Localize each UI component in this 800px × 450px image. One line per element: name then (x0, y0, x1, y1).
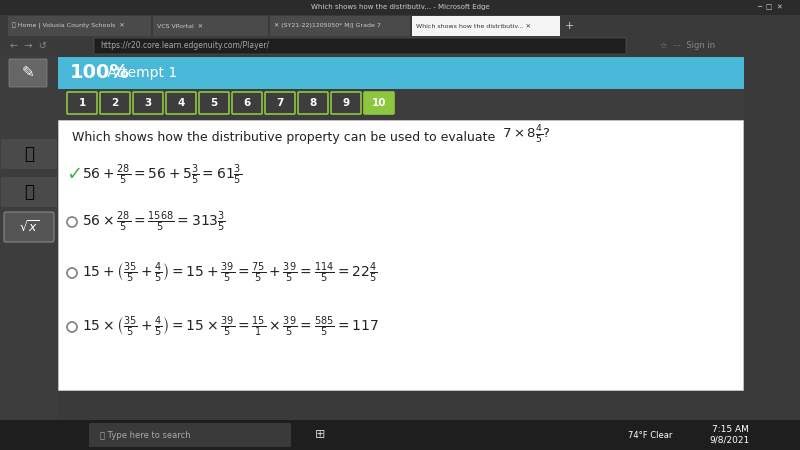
Text: 1: 1 (78, 98, 86, 108)
FancyBboxPatch shape (331, 92, 361, 114)
FancyBboxPatch shape (94, 38, 626, 54)
Text: ✕ (SY21-22)1205050* M/J Grade 7: ✕ (SY21-22)1205050* M/J Grade 7 (274, 23, 381, 28)
Text: 10: 10 (372, 98, 386, 108)
Text: ✎: ✎ (22, 66, 34, 81)
Text: 🎧: 🎧 (24, 145, 34, 163)
Text: 100%: 100% (70, 63, 130, 82)
Text: 7: 7 (276, 98, 284, 108)
FancyBboxPatch shape (8, 16, 151, 36)
FancyBboxPatch shape (0, 420, 800, 450)
Text: Which shows how the distributive property can be used to evaluate: Which shows how the distributive propert… (72, 131, 499, 144)
FancyBboxPatch shape (153, 16, 268, 36)
FancyBboxPatch shape (270, 16, 410, 36)
FancyBboxPatch shape (0, 15, 800, 37)
FancyBboxPatch shape (412, 16, 560, 36)
Text: $56\times\frac{28}{5}=\frac{1568}{5}=313\frac{3}{5}$: $56\times\frac{28}{5}=\frac{1568}{5}=313… (82, 210, 226, 234)
FancyBboxPatch shape (265, 92, 295, 114)
FancyBboxPatch shape (133, 92, 163, 114)
Text: ☆  ⋯  Sign in: ☆ ⋯ Sign in (660, 41, 715, 50)
Text: 4: 4 (178, 98, 185, 108)
FancyBboxPatch shape (199, 92, 229, 114)
FancyBboxPatch shape (166, 92, 196, 114)
FancyBboxPatch shape (58, 120, 743, 390)
FancyBboxPatch shape (1, 177, 57, 207)
Text: $56+\frac{28}{5}=56+5\frac{3}{5}=61\frac{3}{5}$: $56+\frac{28}{5}=56+5\frac{3}{5}=61\frac… (82, 163, 242, 187)
Text: 🔍 Type here to search: 🔍 Type here to search (100, 431, 190, 440)
Text: 9/8/2021: 9/8/2021 (710, 436, 750, 445)
Text: ✓: ✓ (66, 166, 82, 184)
Text: https://r20.core.learn.edgenuity.com/Player/: https://r20.core.learn.edgenuity.com/Pla… (100, 41, 269, 50)
FancyBboxPatch shape (9, 59, 47, 87)
Text: ←  →  ↺: ← → ↺ (10, 41, 47, 51)
FancyBboxPatch shape (0, 55, 800, 420)
Text: 🧮: 🧮 (24, 183, 34, 201)
FancyBboxPatch shape (364, 92, 394, 114)
Text: 9: 9 (342, 98, 350, 108)
FancyBboxPatch shape (0, 0, 800, 15)
Text: 8: 8 (310, 98, 317, 108)
Text: 6: 6 (243, 98, 250, 108)
Text: ⊞: ⊞ (314, 428, 326, 441)
Text: 5: 5 (210, 98, 218, 108)
Text: Attempt 1: Attempt 1 (103, 66, 178, 80)
FancyBboxPatch shape (0, 55, 58, 420)
Text: +: + (565, 21, 574, 31)
Text: 74°F Clear: 74°F Clear (628, 431, 672, 440)
FancyBboxPatch shape (1, 139, 57, 169)
Text: $15+\left(\frac{35}{5}+\frac{4}{5}\right)=15+\frac{39}{5}=\frac{75}{5}+\frac{39}: $15+\left(\frac{35}{5}+\frac{4}{5}\right… (82, 261, 377, 285)
Text: $15\times\left(\frac{35}{5}+\frac{4}{5}\right)=15\times\frac{39}{5}=\frac{15}{1}: $15\times\left(\frac{35}{5}+\frac{4}{5}\… (82, 315, 378, 339)
Text: Which shows how the distributiv... - Microsoft Edge: Which shows how the distributiv... - Mic… (310, 4, 490, 10)
Text: $\sqrt{x}$: $\sqrt{x}$ (18, 220, 39, 234)
Text: 2: 2 (111, 98, 118, 108)
FancyBboxPatch shape (89, 423, 291, 447)
Text: $7\times8\frac{4}{5}$?: $7\times8\frac{4}{5}$? (502, 124, 550, 146)
Text: ─  □  ✕: ─ □ ✕ (757, 4, 783, 10)
FancyBboxPatch shape (0, 37, 800, 55)
FancyBboxPatch shape (100, 92, 130, 114)
FancyBboxPatch shape (4, 212, 54, 242)
FancyBboxPatch shape (67, 92, 97, 114)
FancyBboxPatch shape (298, 92, 328, 114)
FancyBboxPatch shape (58, 57, 744, 89)
Text: Which shows how the distributiv... ✕: Which shows how the distributiv... ✕ (416, 23, 531, 28)
Text: 7:15 AM: 7:15 AM (711, 426, 749, 435)
FancyBboxPatch shape (232, 92, 262, 114)
Text: VCS VPortal  ✕: VCS VPortal ✕ (157, 23, 203, 28)
Text: 🏠 Home | Volusia County Schools  ✕: 🏠 Home | Volusia County Schools ✕ (12, 23, 125, 29)
Text: 3: 3 (144, 98, 152, 108)
FancyBboxPatch shape (58, 89, 744, 121)
